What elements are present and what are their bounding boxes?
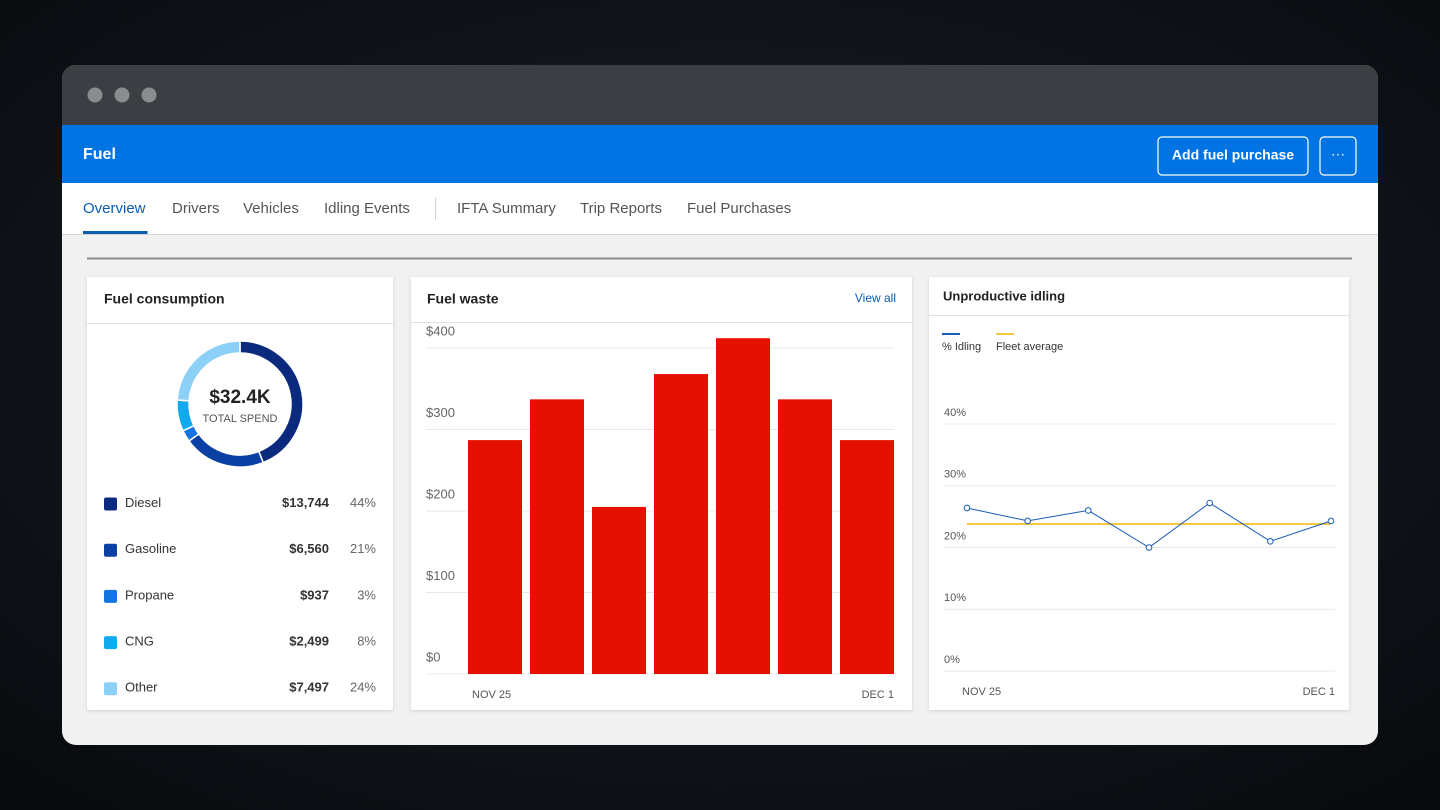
legend-percent: 44%	[350, 495, 376, 510]
card-title: Unproductive idling	[943, 288, 1065, 303]
window-dot	[87, 87, 103, 103]
legend-swatch	[104, 543, 117, 557]
y-tick-label: 20%	[944, 530, 966, 542]
y-tick-label: $0	[426, 649, 440, 664]
page-title: Fuel	[83, 146, 116, 163]
bar	[530, 399, 584, 674]
legend-label: % Idling	[942, 341, 981, 353]
y-tick-label: 40%	[944, 407, 966, 419]
x-tick-label: NOV 25	[962, 686, 1001, 698]
tab-bar	[62, 183, 1378, 234]
bar	[654, 374, 708, 674]
bar	[468, 440, 522, 674]
legend-amount: $13,744	[282, 495, 330, 510]
card-title: Fuel waste	[427, 291, 499, 307]
data-point	[1206, 499, 1213, 507]
window-dot	[141, 87, 157, 103]
card-title: Fuel consumption	[104, 291, 225, 307]
data-point	[1145, 544, 1153, 551]
x-tick-label: DEC 1	[862, 689, 894, 701]
legend-label: CNG	[125, 634, 154, 649]
title-bar	[62, 65, 1378, 125]
tab[interactable]: Idling Events	[324, 200, 410, 217]
y-tick-label: $300	[426, 405, 455, 420]
donut-center-caption: TOTAL SPEND	[203, 413, 278, 425]
legend-percent: 21%	[350, 541, 376, 556]
window-dot	[114, 87, 130, 103]
legend-label: Gasoline	[125, 541, 176, 556]
bar	[592, 506, 646, 674]
active-tab-indicator	[83, 231, 148, 234]
legend-amount: $2,499	[289, 634, 329, 649]
legend-label: Fleet average	[996, 341, 1063, 353]
y-tick-label: $200	[426, 486, 455, 501]
y-tick-label: $400	[426, 323, 455, 338]
donut-segment	[176, 340, 241, 402]
data-point	[1085, 507, 1092, 514]
legend-amount: $6,560	[289, 541, 329, 556]
add-fuel-button[interactable]	[1157, 136, 1309, 176]
tab[interactable]: Drivers	[172, 200, 220, 217]
add-fuel-label[interactable]: Add fuel purchase	[1172, 147, 1294, 163]
tab[interactable]: IFTA Summary	[457, 200, 556, 217]
tab[interactable]: Fuel Purchases	[687, 200, 791, 217]
tab[interactable]: Vehicles	[243, 200, 299, 217]
bar	[840, 440, 894, 674]
legend-amount: $7,497	[289, 680, 329, 695]
tab[interactable]: Overview	[83, 200, 146, 217]
data-point	[1267, 538, 1274, 545]
legend-swatch	[104, 636, 117, 650]
y-tick-label: 0%	[944, 654, 960, 666]
bar	[716, 338, 770, 674]
more-button[interactable]	[1319, 136, 1357, 176]
legend-label: Diesel	[125, 495, 161, 510]
bar	[778, 399, 832, 674]
legend-percent: 24%	[350, 680, 376, 695]
legend-swatch	[104, 497, 117, 511]
y-tick-label: 30%	[944, 469, 966, 481]
legend-percent: 3%	[357, 587, 376, 602]
x-tick-label: DEC 1	[1303, 686, 1335, 698]
tab[interactable]: Trip Reports	[580, 200, 662, 217]
y-tick-label: $100	[426, 568, 455, 583]
legend-swatch	[104, 682, 117, 696]
legend-label: Propane	[125, 587, 174, 602]
data-point	[1327, 517, 1335, 525]
data-point	[963, 504, 971, 512]
legend-amount: $937	[300, 587, 329, 602]
more-label[interactable]: ···	[1331, 146, 1345, 162]
legend-label: Other	[125, 680, 158, 695]
legend-swatch	[104, 589, 117, 603]
legend-percent: 8%	[357, 634, 376, 649]
y-tick-label: 10%	[944, 592, 966, 604]
data-point	[1024, 517, 1031, 525]
card	[929, 277, 1349, 710]
donut-center-value: $32.4K	[209, 387, 271, 408]
view-all-link[interactable]: View all	[855, 291, 896, 305]
x-tick-label: NOV 25	[472, 689, 511, 701]
